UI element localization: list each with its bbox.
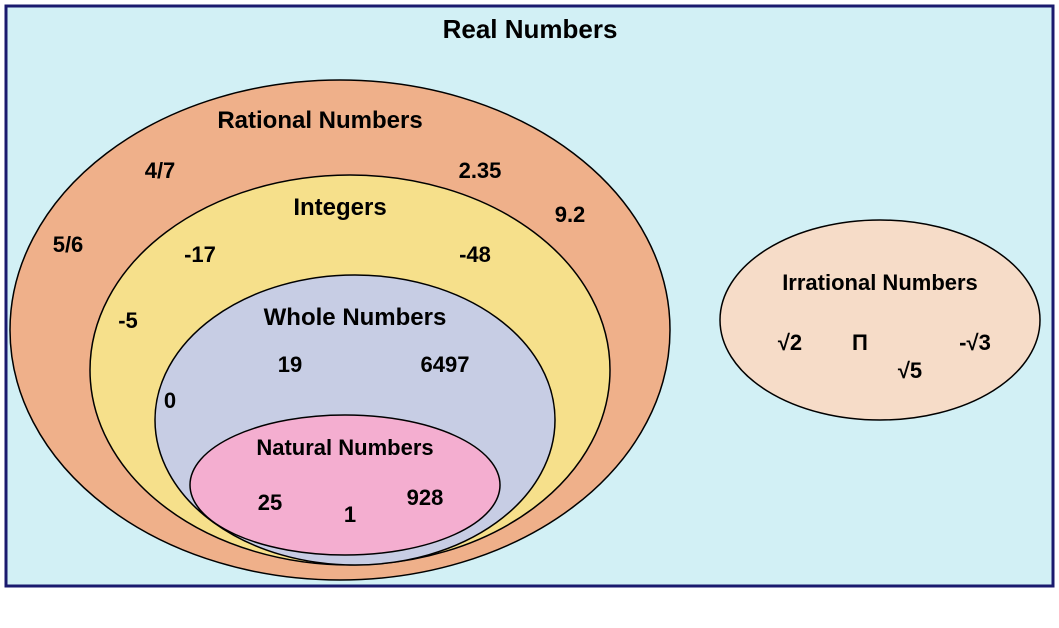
rational-numbers-example-3: 9.2 — [555, 202, 586, 227]
irrational-numbers-ellipse — [720, 220, 1040, 420]
whole-numbers-example-1: 6497 — [421, 352, 470, 377]
natural-numbers-example-1: 1 — [344, 502, 356, 527]
rational-numbers-example-2: 5/6 — [53, 232, 84, 257]
natural-numbers-example-2: 928 — [407, 485, 444, 510]
integers-example-2: -5 — [118, 308, 138, 333]
real-numbers-title: Real Numbers — [443, 14, 618, 44]
irrational-numbers-example-0: √2 — [778, 330, 802, 355]
integers-example-1: -48 — [459, 242, 491, 267]
integers-title: Integers — [293, 194, 386, 221]
real-numbers-venn: Real Numbers Rational Numbers 4/7 2.35 5/6 9.… — [0, 0, 1059, 628]
irrational-numbers-example-3: √5 — [898, 358, 922, 383]
irrational-numbers-example-1: Π — [852, 330, 868, 355]
whole-numbers-example-2: 0 — [164, 388, 176, 413]
rational-numbers-example-1: 2.35 — [459, 158, 502, 183]
irrational-numbers-example-2: -√3 — [959, 330, 991, 355]
natural-numbers-example-0: 25 — [258, 490, 282, 515]
irrational-numbers-title: Irrational Numbers — [782, 270, 978, 295]
rational-numbers-example-0: 4/7 — [145, 158, 176, 183]
natural-numbers-title: Natural Numbers — [256, 435, 433, 460]
integers-example-0: -17 — [184, 242, 216, 267]
rational-numbers-title: Rational Numbers — [217, 107, 422, 134]
whole-numbers-title: Whole Numbers — [264, 304, 447, 331]
whole-numbers-example-0: 19 — [278, 352, 302, 377]
